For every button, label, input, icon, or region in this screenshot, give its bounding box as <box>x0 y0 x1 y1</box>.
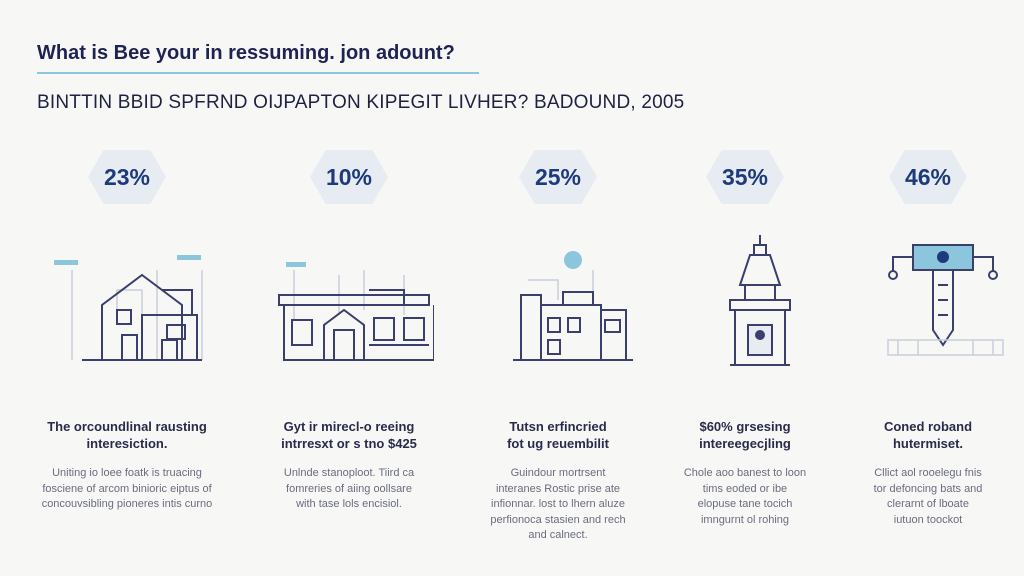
body-line: fosciene of arcom binioric eiptus of <box>42 482 212 495</box>
body-line: with tase lols encisiol. <box>296 498 402 510</box>
body-line: Cllict aol rooelegu fnis <box>874 467 982 479</box>
heading-line: Coned roband <box>883 419 973 434</box>
stat-column-4: 35% $60% grsesing intereegecjling Chole a… <box>645 150 845 528</box>
stat-column-3: 25% Tutsn erfincried fot ug reuembilit Gu… <box>458 150 658 544</box>
body-line: perfionoca stasien and rech <box>490 513 626 526</box>
stat-column-5: 46% Coned roband hutermiset. Cllict aol r… <box>828 150 1024 528</box>
row-house-icon <box>278 262 434 361</box>
body-line: concouvsibling pioneres intis curno <box>41 498 213 510</box>
body-line: iutuon toockot <box>893 513 963 526</box>
heading-line: $60% grsesing <box>699 419 791 434</box>
subtitle: BINTTIN BBID SPFRND OIJPAPTON KIPEGIT LI… <box>37 92 685 113</box>
body-line: imngurnt ol rohing <box>700 513 790 526</box>
body-line: and calnect. <box>528 529 588 541</box>
body-line: infionnar. lost to lhern aluze <box>491 498 625 510</box>
page-title: What is Bee your in ressuming. jon adoun… <box>37 42 455 64</box>
robot-key-icon <box>887 244 1004 356</box>
percent-badge: 46% <box>889 150 967 204</box>
stat-column-1: 23% The orcoundlinal rausting interesicti… <box>27 150 227 513</box>
body-line: Chole aoo banest to loon <box>683 467 807 479</box>
heading-line: Gyt ir mirecl-o reeing <box>283 419 415 434</box>
office-building-icon <box>513 251 633 361</box>
stat-column-2: 10% Gyt ir mirecl-o reeing intrresxt or s… <box>249 150 449 513</box>
heading-line: intereegecjling <box>699 436 791 451</box>
tower-icon <box>729 235 791 366</box>
body-line: elopuse tane tocich <box>697 498 793 510</box>
house-icon <box>54 255 203 361</box>
percent-badge: 23% <box>88 150 166 204</box>
heading-line: interesiction. <box>86 436 168 451</box>
body-line: interanes Rostic prise ate <box>495 482 621 495</box>
body-line: Guindour mortrsent <box>510 467 606 479</box>
heading-line: Tutsn erfincried <box>509 419 607 434</box>
heading-line: fot ug reuembilit <box>507 436 609 451</box>
heading-line: hutermiset. <box>892 436 964 451</box>
body-line: tor defoncing bats and <box>873 482 983 495</box>
heading-line: The orcoundlinal rausting <box>47 419 207 434</box>
body-line: fomreries of aiing oollsare <box>286 482 412 495</box>
body-line: Uniting io loee foatk is truacing <box>52 467 202 479</box>
percent-badge: 10% <box>310 150 388 204</box>
body-line: tims eoded or ibe <box>702 482 788 495</box>
percent-badge: 25% <box>519 150 597 204</box>
heading-line: intrresxt or s tno $425 <box>281 436 417 451</box>
title-underline <box>37 72 479 74</box>
percent-badge: 35% <box>706 150 784 204</box>
body-line: Unlnde stanoploot. Tiird ca <box>283 467 415 479</box>
body-line: clerarnt of lboate <box>887 498 969 510</box>
